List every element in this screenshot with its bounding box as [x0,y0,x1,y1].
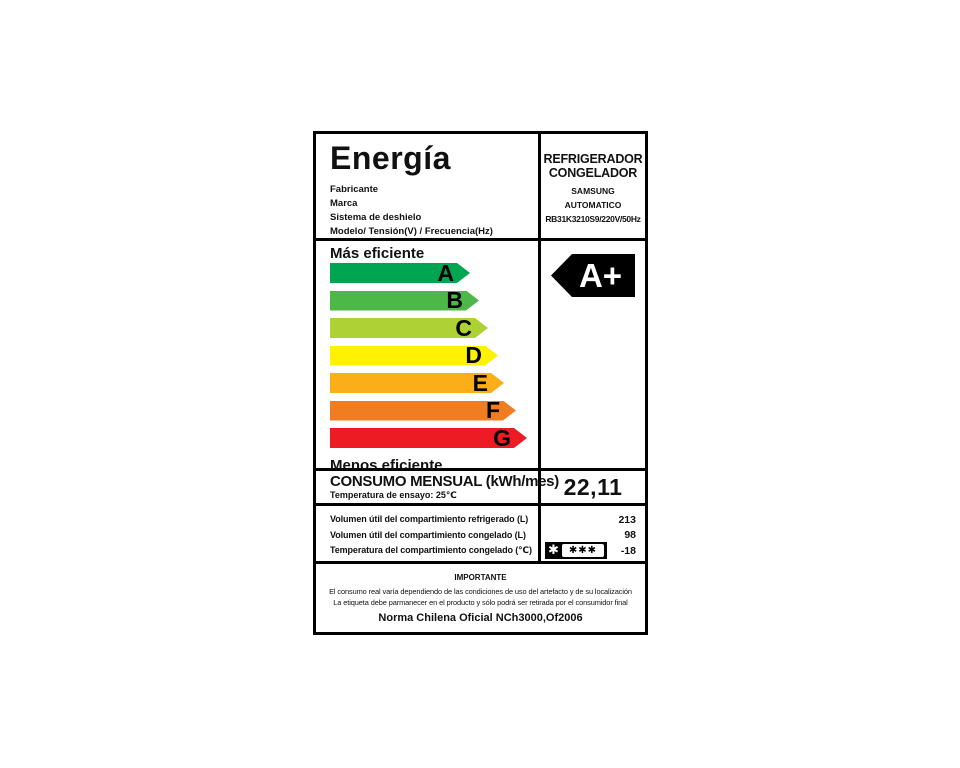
grade-arrow-a: A [330,263,470,283]
appliance-type-line1: REFRIGERADOR [543,152,643,166]
brand-value: SAMSUNG [571,186,615,196]
field-modelo-tension-frecuencia: Modelo/ Tensión(V) / Frecuencia(Hz) [330,226,493,237]
footer-section: IMPORTANTE El consumo real varía dependi… [316,564,645,632]
efficiency-arrows-column: Más eficiente A B C D [316,241,538,474]
grade-letter-b: B [446,287,463,313]
detail-value-row-refrigerated: 213 [544,512,636,528]
efficiency-scale-section: Más eficiente A B C D [316,241,645,474]
footer-disclaimer-line2: La etiqueta debe parmanecer en el produc… [333,598,628,607]
grade-row-e: E [330,373,538,393]
detail-label-frozen-temperature: Temperatura del compartimiento congelado… [330,545,532,555]
grade-letter-d: D [465,342,482,368]
grade-arrow-d: D [330,346,498,366]
refrigerated-volume-value: 213 [618,513,636,526]
grade-row-g: G [330,428,538,448]
footer-disclaimer-line1: El consumo real varía dependiendo de las… [329,587,632,596]
grade-letter-c: C [455,314,472,341]
consumption-test-temperature: Temperatura de ensayo: 25℃ [330,490,457,500]
detail-values-column: 213 98 ✱ ✱✱✱ -18 [538,506,645,561]
appliance-type-line2: CONGELADOR [548,166,638,180]
more-efficient-caption: Más eficiente [330,245,425,262]
energy-efficiency-label: Energía Fabricante Marca Sistema de desh… [313,131,648,635]
grade-row-a: A [330,263,538,283]
star-icon: ✱ [548,543,559,559]
header-left-column: Energía Fabricante Marca Sistema de desh… [316,134,538,238]
grade-letter-e: E [472,369,488,396]
less-efficient-caption: Menos eficiente [330,456,443,474]
field-fabricante: Fabricante [330,184,379,195]
detail-labels-column: Volumen útil del compartimiento refriger… [316,506,538,561]
grade-row-c: C [330,318,538,338]
grade-row-d: D [330,346,538,366]
consumption-heading: CONSUMO MENSUAL (kWh/mes) [330,473,559,490]
label-title: Energía [330,140,451,176]
header-right-column: REFRIGERADOR CONGELADOR SAMSUNG AUTOMATI… [538,134,645,238]
energy-rating-badge: A+ [551,254,635,297]
field-marca: Marca [330,198,358,209]
model-value: RB31K3210S9/220V/50Hz [545,214,641,224]
frozen-temperature-value: -18 [620,544,636,557]
grade-row-b: B [330,291,538,311]
footer-standard-reference: Norma Chilena Oficial NCh3000,Of2006 [378,612,583,624]
detail-label-refrigerated-volume: Volumen útil del compartimiento refriger… [330,514,529,524]
frozen-volume-value: 98 [624,529,636,542]
header-section: Energía Fabricante Marca Sistema de desh… [316,134,645,241]
consumption-value: 22,11 [563,473,623,500]
freezer-star-rating-badge: ✱ ✱✱✱ [545,542,607,560]
consumption-heading-block: CONSUMO MENSUAL (kWh/mes) Temperatura de… [316,471,559,503]
consumption-value-cell: 22,11 [538,471,645,503]
field-sistema-deshielo: Sistema de deshielo [330,212,422,223]
detail-label-frozen-volume: Volumen útil del compartimiento congelad… [330,529,526,540]
grade-arrow-g: G [330,428,527,448]
detail-value-row-temperature: ✱ ✱✱✱ -18 [544,542,636,560]
defrost-value: AUTOMATICO [564,200,622,210]
detail-value-row-frozen: 98 [544,528,636,544]
compartment-details-section: Volumen útil del compartimiento refriger… [316,506,645,564]
grade-letter-g: G [493,424,511,451]
grade-arrow-e: E [330,373,504,393]
importante-heading: IMPORTANTE [454,573,507,582]
three-star-box-icon: ✱✱✱ [561,544,604,558]
grade-row-f: F [330,401,538,421]
rating-column: A+ [538,241,645,468]
grade-arrow-b: B [330,291,479,311]
grade-letter-a: A [437,259,454,286]
grade-arrow-c: C [330,318,488,338]
consumption-section: CONSUMO MENSUAL (kWh/mes) Temperatura de… [316,471,645,506]
grade-arrow-f: F [330,401,516,421]
grade-letter-f: F [485,397,500,423]
